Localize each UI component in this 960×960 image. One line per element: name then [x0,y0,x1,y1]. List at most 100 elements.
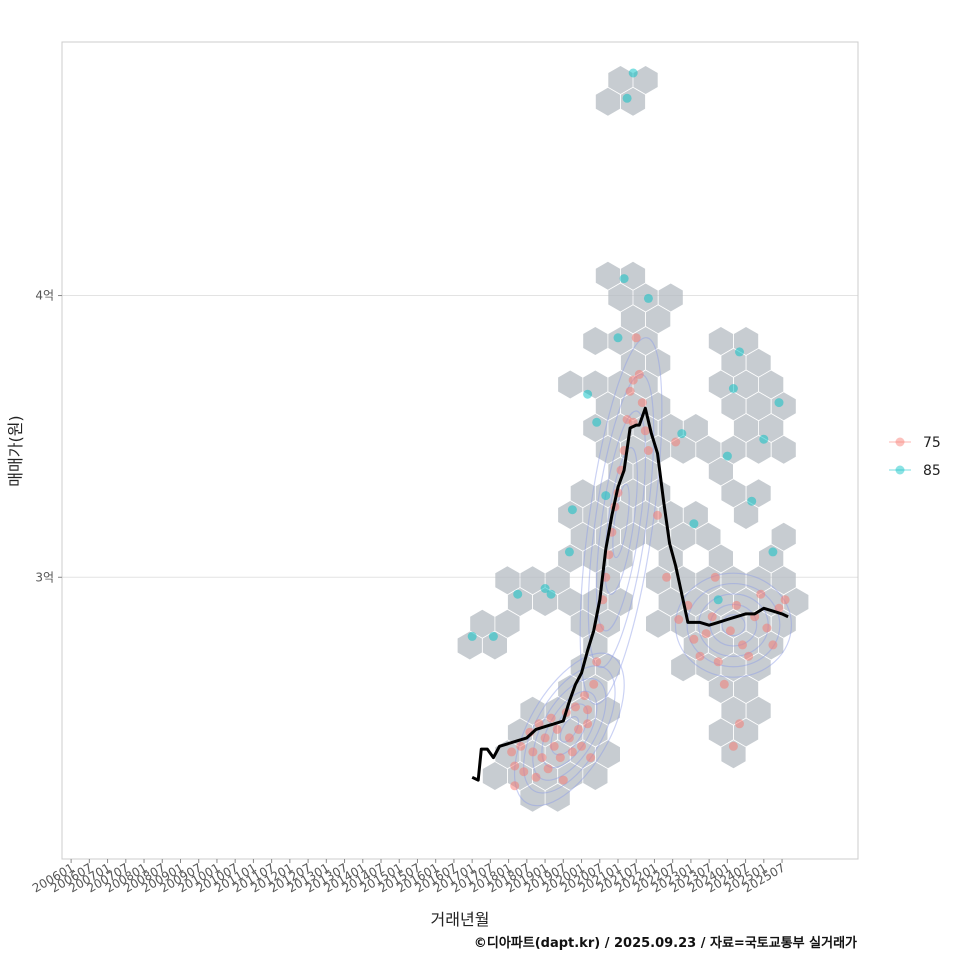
scatter-point-85 [546,589,556,599]
hexbin-cell [633,327,658,355]
hexbin-cell [646,392,671,421]
hexbin-cell [608,283,633,312]
scatter-point-75 [640,426,650,436]
hexbin-cell [520,566,545,595]
hexbin-cell [595,392,620,421]
density-contour [595,410,647,632]
hexbin-cell [746,696,771,725]
hexbin-cell [620,522,646,551]
hexbin-cell [759,370,784,399]
scatter-point-75 [580,691,590,701]
y-tick-label: 3억 [35,570,54,584]
hexbin-cell [708,718,733,747]
scatter-point-75 [528,747,538,757]
density-contour [604,447,638,595]
hexbin-cell [733,675,759,703]
scatter-point-75 [728,741,738,751]
hexbin-cell [708,631,733,660]
hexbin-cell [671,522,696,551]
scatter-point-85 [467,631,477,641]
hexbin-cell [583,501,608,529]
hexbin-cell [620,261,646,290]
hexbin-cell [733,588,759,616]
hexbin-cell [495,609,520,638]
density-contour [674,572,793,678]
scatter-point-75 [516,741,526,751]
hexbin-cell [620,479,646,508]
y-tick-label: 4억 [35,289,54,303]
scatter-point-75 [531,772,541,782]
scatter-point-85 [728,384,738,393]
hexbin-cell [633,501,658,529]
scatter-point-75 [574,724,583,734]
scatter-point-75 [552,724,562,734]
scatter-point-75 [546,713,556,723]
scatter-point-75 [583,705,593,715]
scatter-point-85 [677,429,687,439]
scatter-point-85 [713,595,723,605]
scatter-point-75 [780,595,790,605]
hexbin-cell [784,588,809,616]
hexbin-cell [482,762,507,790]
scatter-point-85 [540,584,550,593]
scatter-point-75 [589,679,599,689]
scatter-point-85 [619,274,629,284]
hexbin-cell [482,631,507,660]
legend-label-75: 75 [923,435,941,451]
scatter-point-75 [583,719,593,729]
hexbin-cell [746,653,771,682]
y-axis-ticks: 3억 4억 [35,289,62,584]
source-caption: ©디아파트(dapt.kr) / 2025.09.23 / 자료=국토교통부 실… [474,935,857,951]
hexbin-cell [646,435,671,464]
hexbin-cell [520,783,545,812]
hexbin-cell [595,435,620,464]
scatter-point-75 [537,753,547,763]
hexbin-cell [708,327,733,355]
scatter-point-75 [519,767,529,777]
scatter-point-75 [586,753,596,763]
scatter-point-75 [540,733,550,743]
scatter-point-75 [577,741,586,751]
hexbin-cell [545,783,570,812]
hexbin-cell [583,544,608,573]
trend-line-layer [471,406,789,782]
scatter-point-75 [534,719,544,729]
scatter-point-75 [671,437,681,447]
scatter-point-75 [592,657,602,667]
hexbin-cell [646,522,671,551]
hexbin-cell [545,566,570,595]
hexbin-cell [558,588,583,616]
hexbin-cell [771,435,796,464]
hexbin-cell [620,392,646,421]
scatter-point-85 [583,389,593,399]
scatter-point-75 [555,753,565,763]
scatter-point-85 [735,347,744,357]
hexbin-cell [558,370,583,399]
hexbin-cell [608,66,633,94]
scatter-point-85 [488,631,498,641]
hexbin-cell [708,370,733,399]
x-axis-title: 거래년월 [431,910,490,929]
scatter-point-75 [631,333,641,343]
hexbin-cell [721,479,746,508]
hexbin-cell [620,348,646,377]
scatter-point-75 [643,446,653,455]
scatter-point-85 [564,547,574,557]
density-contour [523,665,616,794]
scatter-point-75 [543,764,553,774]
scatter-point-85 [567,505,577,515]
scatter-point-75 [507,747,517,757]
hexbin-cell [746,392,771,421]
hexbin-cell [733,370,759,399]
scatter-point-75 [762,623,772,633]
scatter-point-75 [768,640,778,650]
scatter-point-75 [662,572,672,582]
density-contour [579,337,663,705]
hexbin-cell [646,348,671,377]
scatter-point-75 [595,623,605,633]
scatter-point-75 [637,398,647,408]
panel-frame [61,41,859,860]
hexbin-cell [708,544,733,573]
scatter-point-85 [747,496,757,506]
scatter-point-85 [689,519,699,529]
